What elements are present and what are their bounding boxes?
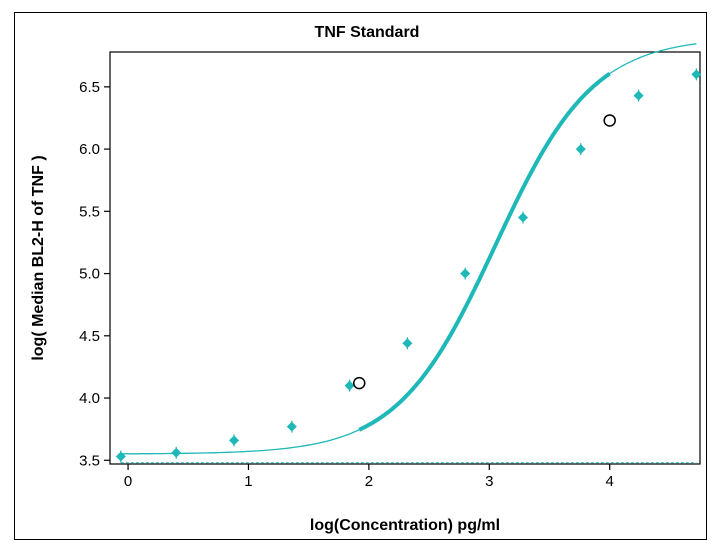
data-point <box>460 268 471 279</box>
y-tick-label: 6.0 <box>79 141 100 158</box>
data-point <box>229 435 240 446</box>
range-marker <box>352 376 366 390</box>
data-point <box>286 421 297 432</box>
data-point <box>115 451 126 462</box>
x-tick-label: 4 <box>606 473 614 490</box>
x-tick-label: 0 <box>124 473 132 490</box>
x-tick-label: 2 <box>365 473 373 490</box>
data-point <box>575 144 586 155</box>
y-tick-label: 3.5 <box>79 452 100 469</box>
y-tick-label: 5.0 <box>79 266 100 283</box>
data-point <box>691 69 702 80</box>
y-tick-label: 6.5 <box>79 79 100 96</box>
fit-curve-layer <box>120 43 697 455</box>
data-point-layer <box>115 68 702 463</box>
chart-frame <box>14 12 707 540</box>
data-point <box>633 90 644 101</box>
x-tick-label: 3 <box>485 473 493 490</box>
data-point <box>344 380 355 391</box>
fit-curve-linear-range <box>358 71 611 432</box>
plot-area-border <box>109 51 701 465</box>
y-tick-label: 5.5 <box>79 203 100 220</box>
chart-title: TNF Standard <box>315 24 420 41</box>
range-marker-layer <box>352 114 616 390</box>
range-marker <box>603 114 616 127</box>
x-tick-label: 1 <box>244 473 252 490</box>
data-point <box>171 447 182 458</box>
data-point <box>402 338 413 349</box>
axis-ticks: 0 1 2 3 4 3.5 4.0 4.5 5.0 5.5 6.0 6.5 <box>79 79 614 490</box>
x-axis-label: log(Concentration) pg/ml <box>310 517 500 534</box>
y-tick-label: 4.5 <box>79 328 100 345</box>
y-axis-label: log( Median BL2-H of TNF ) <box>30 155 47 360</box>
data-point <box>518 212 528 223</box>
y-tick-label: 4.0 <box>79 390 100 407</box>
